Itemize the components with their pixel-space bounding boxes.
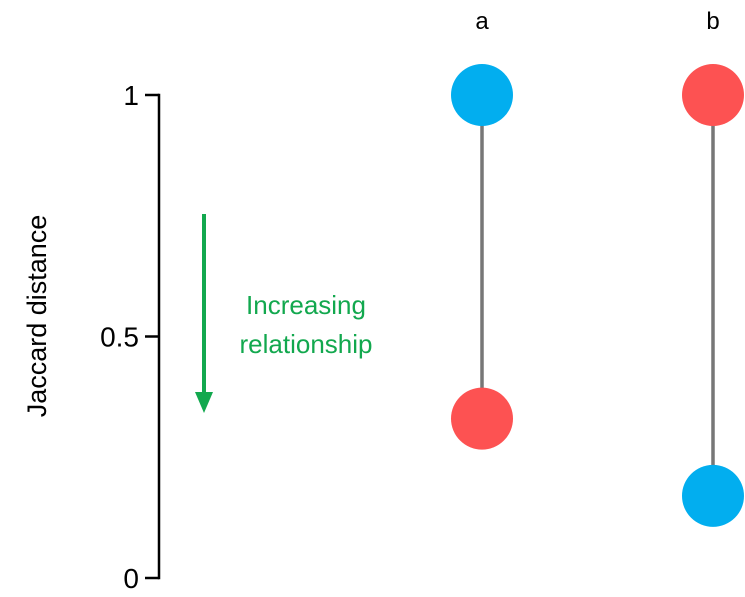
column-b: b (682, 8, 744, 527)
blue-point (682, 464, 744, 527)
y-tick-label: 1 (123, 80, 139, 111)
y-tick-label: 0 (123, 563, 139, 594)
blue-point (451, 64, 513, 126)
red-point (682, 64, 744, 126)
y-axis-label: Jaccard distance (22, 215, 52, 418)
y-ticks: 00.51 (100, 80, 159, 594)
annotation-text-line-2: relationship (240, 329, 373, 359)
y-axis: 00.51 Jaccard distance (22, 80, 161, 594)
down-arrow-head (195, 392, 213, 413)
y-tick-label: 0.5 (100, 322, 139, 353)
increasing-relationship-annotation: Increasing relationship (195, 214, 372, 413)
column-label: a (475, 8, 489, 35)
annotation-text-line-1: Increasing (246, 290, 366, 320)
column-label: b (706, 8, 719, 35)
column-a: a (451, 8, 513, 450)
red-point (451, 387, 513, 450)
